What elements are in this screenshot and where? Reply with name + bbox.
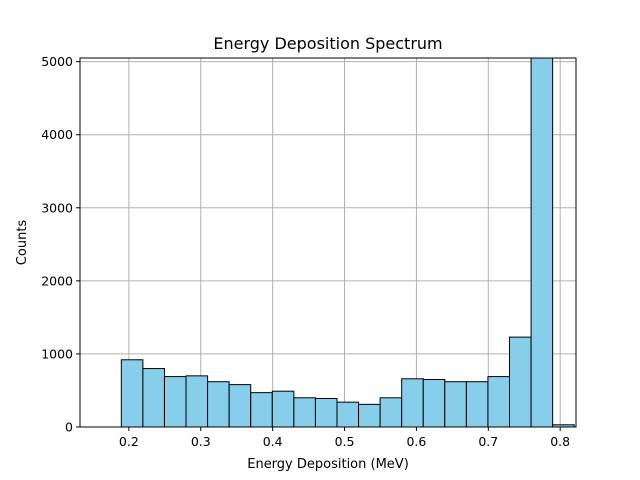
x-tick-label: 0.2 — [119, 434, 139, 449]
histogram-bar — [509, 336, 532, 428]
x-tick-label: 0.4 — [263, 434, 283, 449]
y-tick-label: 3000 — [41, 200, 73, 215]
histogram-bar — [379, 397, 403, 428]
histogram-bar — [314, 398, 338, 428]
y-tick-label: 0 — [65, 420, 73, 435]
histogram-bar — [530, 57, 554, 428]
x-axis-label: Energy Deposition (MeV) — [247, 457, 409, 472]
histogram-bar — [271, 390, 295, 428]
histogram-bar — [444, 381, 467, 428]
x-tick-label: 0.5 — [335, 434, 355, 449]
histogram-bar — [422, 379, 446, 428]
x-tick-label: 0.3 — [191, 434, 211, 449]
y-tick-label: 4000 — [41, 127, 73, 142]
chart-title: Energy Deposition Spectrum — [213, 34, 442, 53]
histogram-bar — [207, 381, 230, 428]
axis-ticks: 0.2 0.3 0.4 0.5 0.6 0.7 0.8 0 1000 2000 3000 4000 50… — [41, 54, 570, 449]
histogram-bar — [401, 378, 424, 428]
histogram-bar — [185, 375, 209, 428]
y-tick-label: 5000 — [41, 54, 73, 69]
x-tick-label: 0.7 — [478, 434, 498, 449]
grid-lines — [80, 58, 576, 428]
histogram-bar — [163, 376, 187, 428]
x-tick-label: 0.8 — [550, 434, 570, 449]
histogram-bar — [250, 392, 273, 428]
histogram-bar — [358, 403, 381, 428]
histogram-bar — [487, 376, 511, 428]
histogram-bar — [293, 397, 316, 428]
y-tick-label: 2000 — [41, 273, 73, 288]
y-axis-label: Counts — [15, 220, 30, 266]
histogram-bar — [120, 359, 144, 428]
histogram-bar — [465, 381, 489, 428]
histogram-bar — [228, 384, 252, 428]
y-tick-label: 1000 — [41, 346, 73, 361]
histogram-bars — [120, 57, 575, 428]
histogram-bar — [142, 368, 165, 428]
plot-frame — [79, 57, 577, 428]
x-tick-label: 0.6 — [406, 434, 426, 449]
histogram-bar — [336, 401, 360, 428]
